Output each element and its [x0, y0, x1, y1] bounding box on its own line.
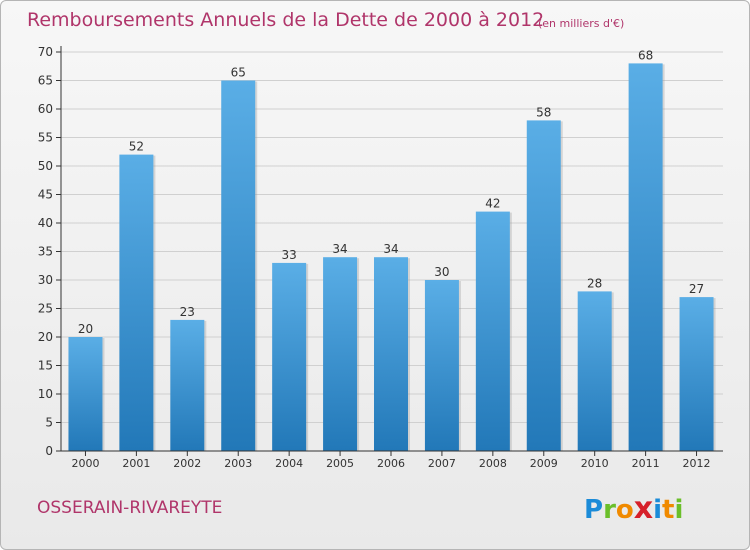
bar-2002 — [170, 319, 205, 451]
data-label: 27 — [689, 282, 704, 296]
data-label: 33 — [282, 248, 297, 262]
logo-letter: r — [603, 495, 616, 525]
logo-letter: o — [615, 495, 634, 525]
y-tick-label: 65 — [38, 74, 53, 88]
y-tick-label: 0 — [45, 444, 53, 458]
x-tick-label: 2004 — [275, 457, 303, 470]
logo-letter: x — [633, 491, 654, 526]
commune-name: OSSERAIN-RIVAREYTE — [37, 498, 223, 518]
logo-letter: i — [674, 495, 684, 525]
bar-2009 — [526, 120, 561, 452]
data-label: 65 — [231, 66, 246, 80]
y-tick-label: 45 — [38, 188, 53, 202]
data-label: 34 — [383, 242, 398, 256]
bar-2000 — [68, 337, 103, 451]
chart-subtitle: (en milliers d'€) — [538, 17, 625, 30]
data-label: 30 — [434, 265, 449, 279]
y-tick-label: 25 — [38, 302, 53, 316]
y-tick-label: 50 — [38, 159, 53, 173]
bar-2003 — [221, 80, 256, 451]
data-label: 23 — [180, 305, 195, 319]
y-tick-label: 10 — [38, 387, 53, 401]
bars: 20 52 23 65 33 34 34 30 42 58 28 68 27 — [68, 48, 716, 452]
x-tick-label: 2005 — [326, 457, 354, 470]
data-label: 42 — [485, 197, 500, 211]
chart-title: Remboursements Annuels de la Dette de 20… — [27, 9, 545, 31]
y-tick-label: 70 — [38, 45, 53, 59]
data-label: 52 — [129, 140, 144, 154]
x-tick-label: 2000 — [71, 457, 99, 470]
x-tick-label: 2012 — [683, 457, 711, 470]
proxiti-logo: Proxiti — [584, 491, 683, 526]
x-tick-label: 2007 — [428, 457, 456, 470]
data-label: 34 — [332, 242, 347, 256]
bar-2005 — [323, 257, 358, 451]
x-tick-label: 2010 — [581, 457, 609, 470]
y-tick-label: 15 — [38, 359, 53, 373]
logo-letter: i — [653, 495, 663, 525]
x-tick-label: 2002 — [173, 457, 201, 470]
bar-2004 — [272, 262, 307, 451]
x-tick-label: 2011 — [632, 457, 660, 470]
data-label: 58 — [536, 105, 551, 119]
data-label: 68 — [638, 48, 653, 62]
bar-2001 — [119, 154, 154, 451]
logo-letter: t — [662, 495, 675, 525]
x-tick-label: 2006 — [377, 457, 405, 470]
y-tick-label: 20 — [38, 330, 53, 344]
bar-2007 — [424, 280, 459, 451]
x-tick-label: 2008 — [479, 457, 507, 470]
bar-2006 — [374, 257, 408, 451]
y-tick-label: 55 — [38, 131, 53, 145]
y-tick-label: 35 — [38, 245, 53, 259]
data-label: 20 — [78, 322, 93, 336]
bar-2011 — [628, 63, 663, 452]
y-tick-label: 5 — [45, 416, 53, 430]
bar-2010 — [577, 291, 612, 451]
bar-2012 — [679, 297, 714, 451]
x-tick-label: 2001 — [122, 457, 150, 470]
logo-letter: P — [584, 495, 604, 525]
y-tick-label: 60 — [38, 102, 53, 116]
x-tick-label: 2009 — [530, 457, 558, 470]
data-label: 28 — [587, 276, 602, 290]
y-tick-label: 40 — [38, 216, 53, 230]
y-tick-label: 30 — [38, 273, 53, 287]
bar-2008 — [475, 211, 510, 451]
axes: 0 5 10 15 20 25 30 35 40 45 50 55 60 65 70 2000 2001 2002… — [38, 45, 723, 470]
x-tick-label: 2003 — [224, 457, 252, 470]
